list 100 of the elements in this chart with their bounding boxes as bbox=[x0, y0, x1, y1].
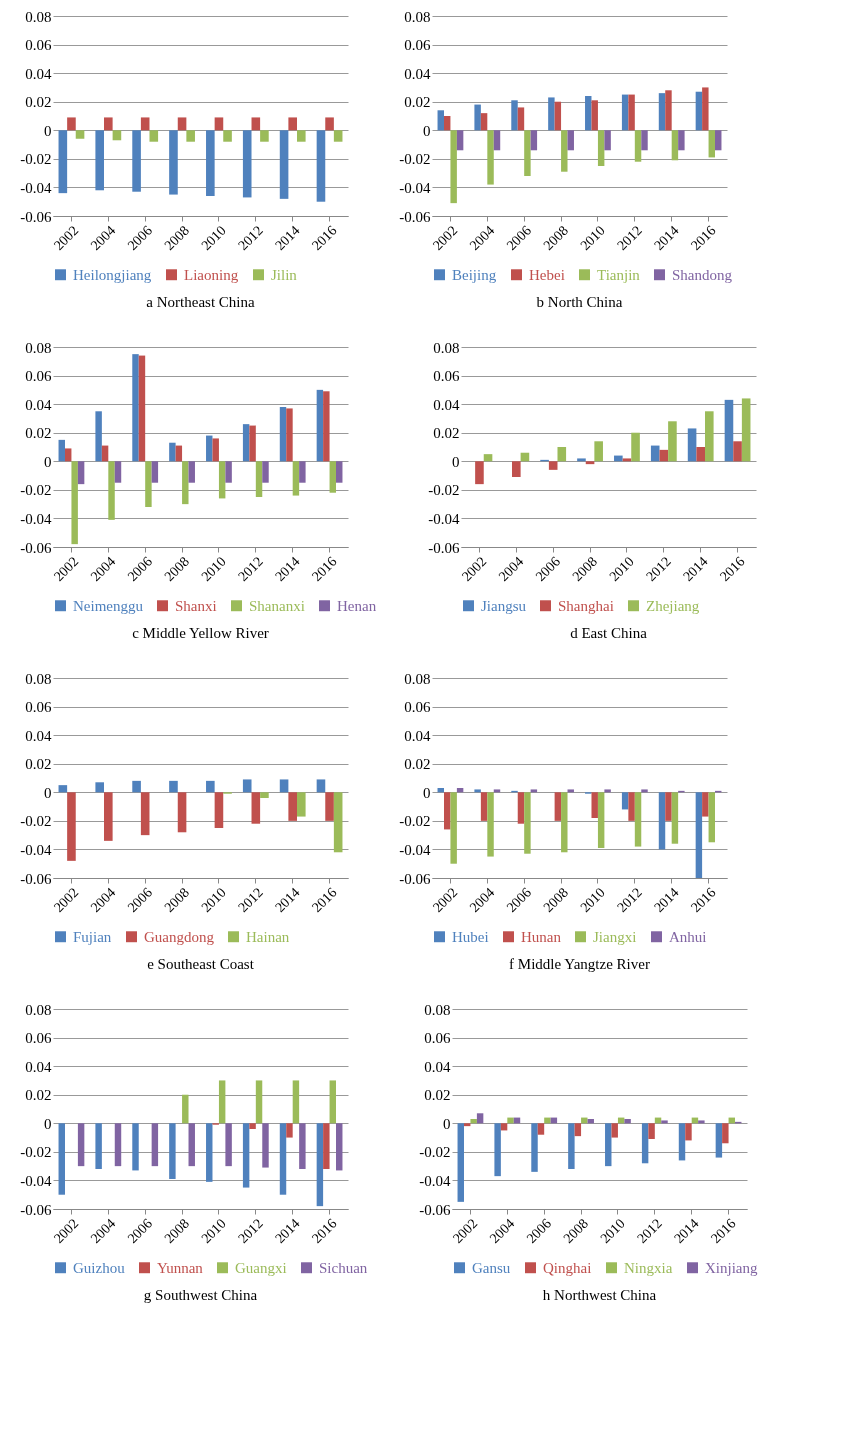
bar bbox=[511, 100, 518, 131]
bar bbox=[58, 1123, 65, 1195]
bar bbox=[188, 461, 195, 483]
bar bbox=[218, 1080, 226, 1124]
bar bbox=[333, 792, 343, 853]
y-tick-label: -0.04 bbox=[20, 510, 52, 527]
y-tick-label: 0.04 bbox=[404, 65, 431, 82]
legend-label: Shananxi bbox=[249, 597, 305, 614]
bar bbox=[132, 1123, 139, 1171]
y-tick-label: 0.06 bbox=[25, 37, 52, 54]
legend-label: Hunan bbox=[521, 928, 562, 945]
legend-label: Shanxi bbox=[175, 597, 217, 614]
legend-label: Shandong bbox=[672, 266, 733, 283]
bar bbox=[500, 1123, 508, 1131]
bar bbox=[58, 439, 65, 462]
bar bbox=[437, 110, 444, 131]
bar bbox=[225, 461, 232, 483]
bar bbox=[212, 438, 219, 462]
bar bbox=[702, 87, 709, 131]
y-tick-label: 0.08 bbox=[25, 339, 52, 356]
y-tick-label: -0.06 bbox=[20, 539, 52, 556]
y-tick-label: 0 bbox=[443, 1115, 451, 1132]
bar bbox=[704, 411, 714, 462]
legend-label: Tianjin bbox=[597, 266, 641, 283]
bar bbox=[188, 1123, 195, 1167]
bar bbox=[577, 458, 586, 462]
text: Jiangsu bbox=[481, 597, 527, 614]
y-tick-label: 0.02 bbox=[433, 425, 460, 442]
legend-label: Guizhou bbox=[73, 1259, 126, 1276]
bar bbox=[722, 1123, 729, 1144]
bar bbox=[249, 1123, 256, 1129]
legend-label: Guangdong bbox=[144, 928, 215, 945]
y-tick-label: 0 bbox=[44, 784, 52, 801]
legend-label: Jiangxi bbox=[593, 928, 637, 945]
bar bbox=[621, 94, 629, 131]
bar bbox=[292, 1080, 300, 1124]
bar bbox=[530, 130, 538, 151]
legend-label: Fujian bbox=[73, 928, 112, 945]
bar bbox=[316, 779, 326, 793]
bar bbox=[537, 1123, 545, 1135]
bar bbox=[668, 421, 677, 462]
bar bbox=[138, 355, 146, 462]
bar bbox=[597, 130, 605, 166]
bar bbox=[140, 792, 150, 836]
bar bbox=[279, 407, 287, 462]
bar bbox=[648, 1123, 655, 1139]
bar bbox=[622, 458, 632, 462]
bar bbox=[286, 408, 293, 462]
y-tick-label: 0.02 bbox=[25, 756, 52, 773]
y-tick-label: 0.04 bbox=[433, 396, 460, 413]
bar bbox=[696, 447, 705, 462]
legend-label: Xinjiang bbox=[705, 1259, 758, 1276]
y-tick-label: 0 bbox=[44, 453, 52, 470]
bar bbox=[581, 1117, 588, 1124]
y-tick-label: 0.06 bbox=[25, 1030, 52, 1047]
bar bbox=[260, 792, 269, 798]
bar bbox=[316, 389, 324, 462]
legend-label: Neimenggu bbox=[73, 597, 144, 614]
legend-label: Guangxi bbox=[235, 1259, 287, 1276]
bar bbox=[279, 1123, 287, 1195]
y-tick-label: 0.06 bbox=[433, 368, 460, 385]
y-tick-label: 0 bbox=[423, 784, 431, 801]
bar bbox=[493, 130, 501, 151]
y-tick-label: 0.02 bbox=[25, 425, 52, 442]
y-tick-label: -0.02 bbox=[399, 813, 431, 830]
y-tick-label: -0.06 bbox=[419, 1201, 451, 1218]
bar bbox=[685, 1123, 692, 1141]
bar bbox=[177, 792, 187, 833]
bar bbox=[544, 1117, 551, 1124]
bar bbox=[443, 116, 451, 131]
bar bbox=[678, 1123, 686, 1161]
y-tick-label: -0.06 bbox=[20, 208, 52, 225]
bar bbox=[480, 113, 488, 131]
bar bbox=[574, 1123, 582, 1137]
bar bbox=[687, 428, 697, 462]
bar bbox=[611, 1123, 618, 1138]
bar bbox=[470, 1119, 477, 1124]
bar bbox=[114, 461, 122, 483]
bar bbox=[262, 461, 269, 483]
text: c Middle Yellow River bbox=[132, 625, 269, 641]
y-tick-label: 0.06 bbox=[25, 368, 52, 385]
y-tick-label: 0.02 bbox=[404, 94, 431, 111]
bar bbox=[456, 130, 464, 151]
bar bbox=[296, 792, 306, 817]
bar bbox=[741, 398, 751, 462]
y-tick-label: 0 bbox=[44, 122, 52, 139]
bar bbox=[151, 1123, 159, 1167]
bar bbox=[58, 785, 68, 793]
bar bbox=[77, 1123, 85, 1167]
bar bbox=[108, 461, 115, 520]
text: f Middle Yangtze River bbox=[509, 956, 650, 972]
bar bbox=[548, 97, 555, 131]
bar bbox=[169, 442, 176, 462]
y-tick-label: 0.04 bbox=[25, 727, 52, 744]
bar bbox=[507, 1117, 514, 1124]
bar bbox=[151, 461, 159, 483]
bar bbox=[255, 1080, 263, 1124]
y-tick-label: -0.02 bbox=[419, 1144, 451, 1161]
y-tick-label: 0.08 bbox=[404, 670, 431, 687]
bar bbox=[591, 100, 598, 131]
